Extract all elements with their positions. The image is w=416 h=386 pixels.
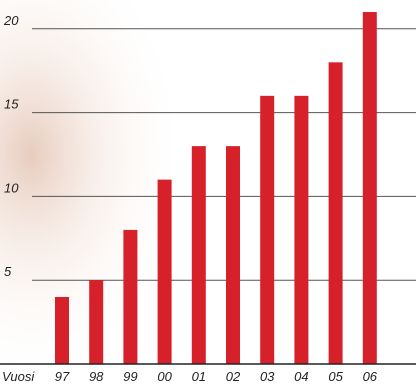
bar-99 <box>123 229 138 364</box>
x-tick-label: 01 <box>192 369 206 384</box>
bar-05 <box>328 62 343 364</box>
x-tick-label: 00 <box>157 369 172 384</box>
y-tick-label: 20 <box>3 13 19 28</box>
bar-01 <box>191 146 206 364</box>
x-tick-label: 98 <box>89 369 104 384</box>
x-tick-label: 99 <box>123 369 137 384</box>
x-axis-title: Vuosi <box>2 369 35 384</box>
bar-06 <box>362 12 377 364</box>
y-tick-labels: 5 10 15 20 <box>3 13 19 279</box>
x-tick-label: 02 <box>226 369 241 384</box>
y-tick-label: 5 <box>4 264 12 279</box>
x-tick-label: 05 <box>328 369 343 384</box>
bar-03 <box>260 95 275 364</box>
bars <box>55 12 377 364</box>
bar-04 <box>294 95 309 364</box>
y-tick-label: 15 <box>4 97 19 112</box>
x-tick-labels: Vuosi 97 98 99 00 01 02 03 04 05 06 <box>2 369 378 384</box>
y-tick-label: 10 <box>4 180 19 195</box>
x-tick-label: 97 <box>55 369 70 384</box>
bar-02 <box>226 146 240 364</box>
x-tick-label: 03 <box>260 369 275 384</box>
bar-98 <box>89 280 104 364</box>
x-tick-label: 04 <box>294 369 308 384</box>
bar-97 <box>55 296 69 364</box>
bar-00 <box>157 179 172 364</box>
x-tick-label: 06 <box>363 369 378 384</box>
